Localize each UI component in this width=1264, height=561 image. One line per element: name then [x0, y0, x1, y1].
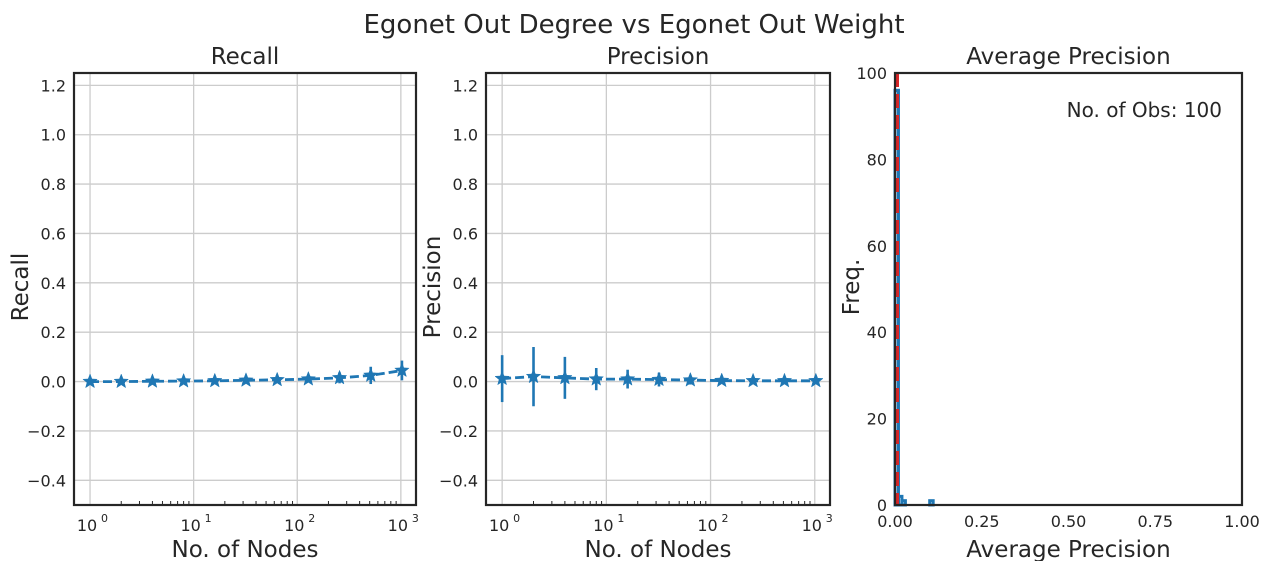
data-point [331, 369, 348, 385]
x-tick-label: 10 [697, 516, 717, 535]
axes-frame [893, 71, 1244, 507]
x-tick-label: 10 [593, 516, 613, 535]
x-tick-exponent: 3 [826, 512, 833, 525]
x-tick-exponent: 3 [412, 512, 419, 525]
figure-suptitle: Egonet Out Degree vs Egonet Out Weight [363, 10, 904, 40]
panel-title: Average Precision [966, 44, 1170, 70]
y-tick-label: −0.2 [439, 422, 478, 441]
x-tick-exponent: 0 [101, 512, 108, 525]
data-point [713, 372, 730, 388]
y-axis-label: Recall [8, 253, 34, 322]
data-point [394, 362, 410, 378]
data-point [238, 372, 254, 387]
y-tick-label: −0.2 [27, 422, 66, 441]
x-tick-label: 0.75 [1137, 512, 1173, 531]
x-tick-label: 10 [802, 516, 822, 535]
x-tick-label: 10 [388, 516, 408, 535]
y-tick-label: 1.0 [453, 126, 478, 145]
y-tick-label: 1.2 [453, 76, 478, 95]
x-tick-label: 10 [77, 516, 97, 535]
y-tick-label: 0 [877, 496, 887, 515]
y-axis-label: Precision [420, 236, 446, 339]
x-axis-label: No. of Nodes [585, 537, 732, 561]
y-tick-label: 0.6 [453, 224, 478, 243]
x-tick-label: 10 [180, 516, 200, 535]
data-point [651, 371, 667, 387]
y-tick-label: −0.4 [439, 471, 478, 490]
y-tick-label: 0.8 [453, 175, 478, 194]
data-point [619, 370, 636, 386]
x-tick-label: 0.00 [877, 512, 913, 531]
panel-1: −0.4 −0.2 0.0 0.2 0.4 0.6 0.8 1.0 1.2 10 0 10 1 10 2 10… [8, 44, 419, 561]
panel-2: −0.4 −0.2 0.0 0.2 0.4 0.6 0.8 1.0 1.2 10 0 10 1 10 2 10… [420, 44, 833, 561]
y-tick-label: 0.4 [453, 274, 478, 293]
data-point [745, 372, 761, 388]
x-tick-exponent: 2 [722, 512, 729, 525]
y-tick-label: 0.0 [453, 373, 478, 392]
x-tick-exponent: 1 [205, 512, 212, 525]
x-axis-label: Average Precision [966, 537, 1170, 561]
panel-title: Precision [607, 44, 710, 70]
y-tick-label: 80 [867, 150, 887, 169]
data-point [113, 373, 130, 389]
data-point [776, 372, 793, 388]
y-tick-label: 60 [867, 237, 887, 256]
data-point [808, 372, 824, 388]
data-point [588, 370, 605, 386]
data-point [207, 372, 223, 388]
x-tick-label: 10 [284, 516, 304, 535]
data-point [269, 371, 285, 387]
data-point [82, 373, 98, 389]
data-point [144, 373, 161, 388]
y-tick-label: 0.8 [41, 175, 66, 194]
data-point [557, 369, 573, 385]
y-tick-label: 1.0 [41, 126, 66, 145]
y-tick-label: −0.4 [27, 471, 66, 490]
data-point [682, 371, 699, 387]
y-tick-label: 1.2 [41, 76, 66, 95]
x-tick-label: 0.25 [964, 512, 1000, 531]
data-point [494, 370, 510, 386]
data-point [300, 370, 317, 386]
x-tick-exponent: 0 [513, 512, 520, 525]
y-tick-label: 0.4 [41, 274, 66, 293]
axes-frame [72, 71, 418, 507]
y-tick-label: 0.6 [41, 224, 66, 243]
data-point [525, 368, 542, 384]
y-tick-label: 0.2 [453, 323, 478, 342]
panel-3: 0 20 40 60 80 100 0.00 0.25 0.50 0.75 1.00 No. of O… [839, 44, 1260, 561]
y-tick-label: 0.0 [41, 373, 66, 392]
y-tick-label: 20 [867, 410, 887, 429]
panel-title: Recall [211, 44, 280, 70]
y-axis-label: Freq. [839, 259, 865, 316]
x-tick-exponent: 2 [308, 512, 315, 525]
axes-frame [484, 71, 832, 507]
x-axis-label: No. of Nodes [172, 537, 319, 561]
observation-count-annotation: No. of Obs: 100 [1067, 98, 1222, 122]
data-point [362, 367, 379, 383]
y-tick-label: 100 [856, 64, 887, 83]
x-tick-exponent: 1 [617, 512, 624, 525]
x-tick-label: 1.00 [1224, 512, 1260, 531]
y-tick-label: 0.2 [41, 323, 66, 342]
x-tick-label: 10 [489, 516, 509, 535]
x-tick-label: 0.50 [1051, 512, 1087, 531]
data-point [175, 372, 192, 388]
y-tick-label: 40 [867, 323, 887, 342]
